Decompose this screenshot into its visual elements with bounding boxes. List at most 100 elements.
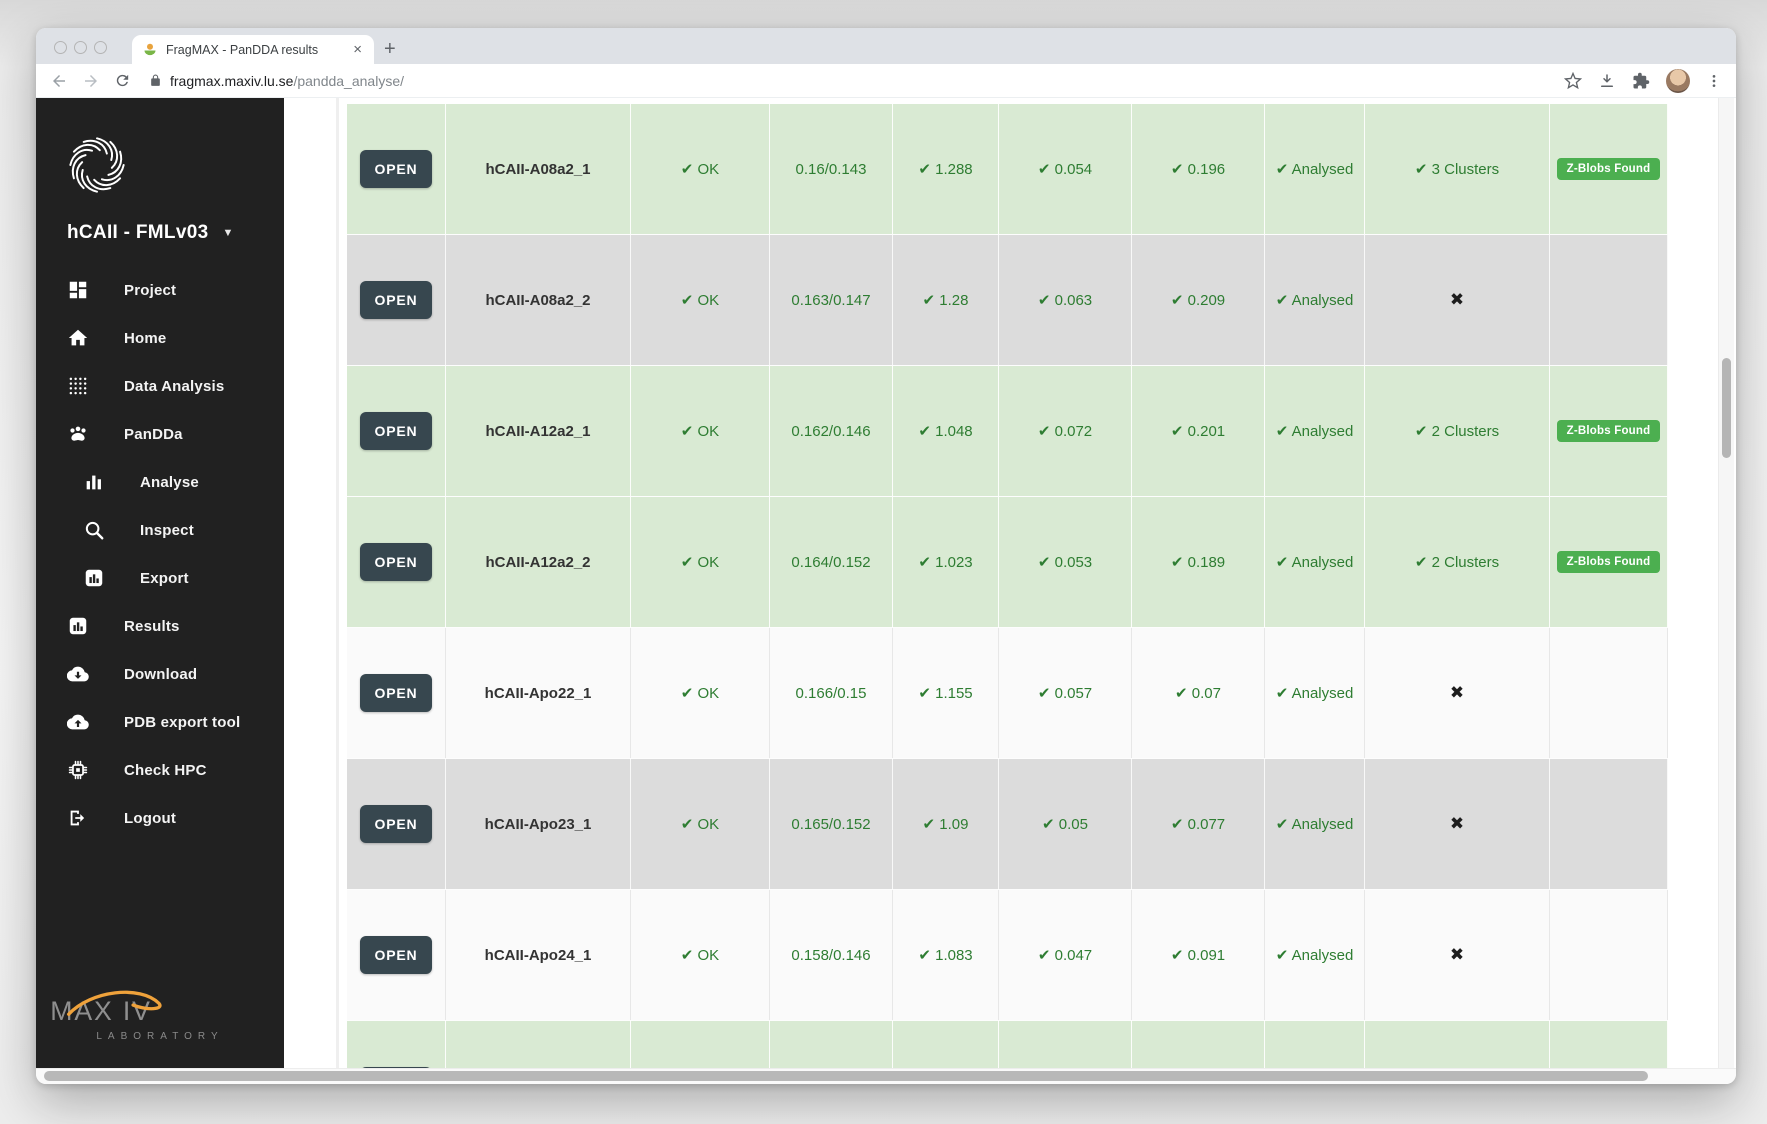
rmsd-cell: ✔ 0.054 <box>999 104 1132 234</box>
clusters-cell: ✔ 2 Clusters <box>1365 497 1550 627</box>
sidebar-item-inspect[interactable]: Inspect <box>36 506 284 554</box>
toolbar-right-icons <box>1564 68 1722 93</box>
bar-chart-icon <box>83 471 105 493</box>
rfactors-cell: 0.162/0.146 <box>770 366 893 496</box>
rscc-cell: ✔ 0.209 <box>1132 235 1265 365</box>
resolution-cell: ✔ 1.288 <box>893 104 999 234</box>
x-mark-icon: ✖ <box>1449 683 1465 702</box>
rfactors-cell: 0.164/0.152 <box>770 497 893 627</box>
kebab-menu-icon[interactable] <box>1706 73 1722 89</box>
dataset-name-cell: hCAII-A12a2_2 <box>446 497 631 627</box>
clusters-cell: ✖ <box>1365 628 1550 758</box>
rmsd-cell: ✔ 0.047 <box>999 890 1132 1020</box>
open-button[interactable]: OPEN <box>359 936 433 974</box>
zblobs-found-badge: Z-Blobs Found <box>1556 420 1661 442</box>
zblobs-cell <box>1550 890 1668 1020</box>
clusters-cell: ✖ <box>1365 235 1550 365</box>
sidebar-item-home[interactable]: Home <box>36 314 284 362</box>
sidebar-item-download[interactable]: Download <box>36 650 284 698</box>
rscc-cell: ✔ 0.091 <box>1132 890 1265 1020</box>
sidebar-item-logout[interactable]: Logout <box>36 794 284 842</box>
analysed-cell: ✔ Analysed <box>1265 235 1365 365</box>
extensions-puzzle-icon[interactable] <box>1632 72 1650 90</box>
dataset-name-cell: hCAII-Apo23_1 <box>446 759 631 889</box>
table-row: OPEN hCAII-A08a2_1 ✔ OK 0.16/0.143 ✔ 1.2… <box>347 104 1668 235</box>
fragmax-spiral-logo <box>69 137 125 193</box>
sidebar-item-pdb-export-tool[interactable]: PDB export tool <box>36 698 284 746</box>
inner-scroll-track <box>336 98 339 1068</box>
sidebar-item-analyse[interactable]: Analyse <box>36 458 284 506</box>
dataset-name-cell: hCAII-A08a2_1 <box>446 104 631 234</box>
open-button[interactable]: OPEN <box>359 674 433 712</box>
cloud-download-icon <box>67 663 89 685</box>
install-download-icon[interactable] <box>1598 72 1616 90</box>
forward-icon[interactable] <box>82 72 100 90</box>
back-icon[interactable] <box>50 72 68 90</box>
cloud-upload-icon <box>67 711 89 733</box>
traffic-light-minimize-icon[interactable] <box>74 41 87 54</box>
status-cell: ✔ OK <box>631 628 770 758</box>
url-text: fragmax.maxiv.lu.se/pandda_analyse/ <box>170 73 404 89</box>
x-mark-icon: ✖ <box>1449 945 1465 964</box>
open-button[interactable]: OPEN <box>359 1067 433 1068</box>
resolution-cell: ✔ 1.083 <box>893 890 999 1020</box>
rfactors-cell <box>770 1021 893 1068</box>
rfactors-cell: 0.165/0.152 <box>770 759 893 889</box>
sidebar-item-project[interactable]: Project <box>36 266 284 314</box>
rscc-cell: ✔ 0.201 <box>1132 366 1265 496</box>
sidebar-item-pandda[interactable]: PanDDa <box>36 410 284 458</box>
horizontal-scrollbar-thumb[interactable] <box>44 1071 1648 1081</box>
clusters-cell: ✔ 3 Clusters <box>1365 104 1550 234</box>
sidebar-item-check-hpc[interactable]: Check HPC <box>36 746 284 794</box>
results-content: OPEN hCAII-A08a2_1 ✔ OK 0.16/0.143 ✔ 1.2… <box>284 98 1736 1068</box>
zblobs-cell <box>1550 1021 1668 1068</box>
new-tab-button[interactable]: + <box>384 38 396 60</box>
x-mark-icon: ✖ <box>1449 290 1465 309</box>
rmsd-cell <box>999 1021 1132 1068</box>
browser-window: FragMAX - PanDDA results × + fragmax.max… <box>36 28 1736 1084</box>
vertical-scrollbar <box>1718 98 1734 1068</box>
dataset-name-cell <box>446 1021 631 1068</box>
table-row: OPEN hCAII-Apo23_1 ✔ OK 0.165/0.152 ✔ 1.… <box>347 759 1668 890</box>
project-selector[interactable]: hCAII - FMLv03 ▼ <box>67 222 284 244</box>
table-row: OPEN hCAII-A08a2_2 ✔ OK 0.163/0.147 ✔ 1.… <box>347 235 1668 366</box>
browser-tab-bar: FragMAX - PanDDA results × + <box>36 28 1736 64</box>
analysed-cell: ✔ Analysed <box>1265 366 1365 496</box>
bookmark-star-icon[interactable] <box>1564 71 1582 90</box>
open-button[interactable]: OPEN <box>359 805 433 843</box>
clusters-cell: ✔ 2 Clusters <box>1365 366 1550 496</box>
profile-avatar[interactable] <box>1666 68 1690 93</box>
analysed-cell: ✔ Analysed <box>1265 104 1365 234</box>
clusters-cell: ✖ <box>1365 890 1550 1020</box>
clusters-cell: ✖ <box>1365 759 1550 889</box>
browser-tab[interactable]: FragMAX - PanDDA results × <box>132 35 374 64</box>
vertical-scrollbar-thumb[interactable] <box>1722 358 1731 458</box>
sidebar-item-results[interactable]: Results <box>36 602 284 650</box>
open-button[interactable]: OPEN <box>359 150 433 188</box>
table-row: OPEN <box>347 1021 1668 1068</box>
rscc-cell: ✔ 0.07 <box>1132 628 1265 758</box>
traffic-light-zoom-icon[interactable] <box>94 41 107 54</box>
sidebar-item-data-analysis[interactable]: Data Analysis <box>36 362 284 410</box>
rmsd-cell: ✔ 0.072 <box>999 366 1132 496</box>
rmsd-cell: ✔ 0.057 <box>999 628 1132 758</box>
open-button[interactable]: OPEN <box>359 412 433 450</box>
analysed-cell <box>1265 1021 1365 1068</box>
close-tab-icon[interactable]: × <box>353 41 362 58</box>
rscc-cell: ✔ 0.196 <box>1132 104 1265 234</box>
reload-icon[interactable] <box>114 72 131 89</box>
sidebar-item-export[interactable]: Export <box>36 554 284 602</box>
browser-toolbar: fragmax.maxiv.lu.se/pandda_analyse/ <box>36 64 1736 98</box>
open-button[interactable]: OPEN <box>359 543 433 581</box>
maxiv-wordmark: MAX IV <box>50 990 162 1026</box>
resolution-cell: ✔ 1.155 <box>893 628 999 758</box>
omnibox[interactable]: fragmax.maxiv.lu.se/pandda_analyse/ <box>149 73 1564 89</box>
rfactors-cell: 0.166/0.15 <box>770 628 893 758</box>
traffic-light-close-icon[interactable] <box>54 41 67 54</box>
padlock-icon <box>151 74 160 86</box>
open-button[interactable]: OPEN <box>359 281 433 319</box>
rscc-cell: ✔ 0.189 <box>1132 497 1265 627</box>
table-row: OPEN hCAII-Apo22_1 ✔ OK 0.166/0.15 ✔ 1.1… <box>347 628 1668 759</box>
dataset-name-cell: hCAII-Apo24_1 <box>446 890 631 1020</box>
